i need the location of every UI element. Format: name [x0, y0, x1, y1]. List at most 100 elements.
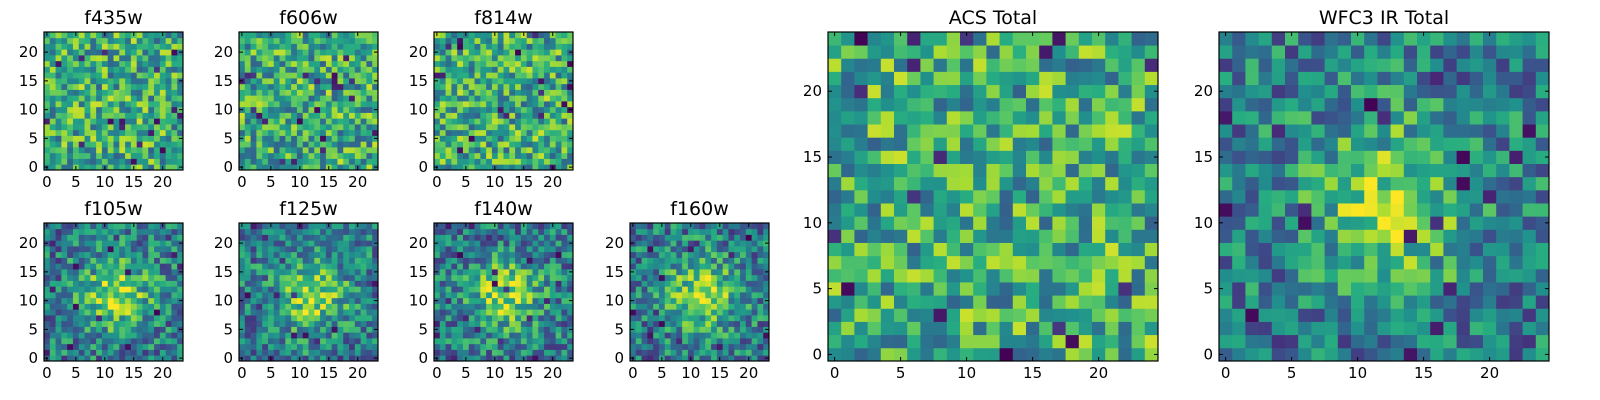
heatmap-cell — [526, 152, 533, 159]
heatmap-cell — [262, 240, 269, 247]
heatmap-cell — [1509, 347, 1523, 362]
heatmap-cell — [693, 326, 700, 333]
heatmap-cell — [1026, 255, 1040, 270]
heatmap-cell — [360, 152, 367, 159]
heatmap-cell — [90, 49, 97, 56]
heatmap-cell — [711, 338, 718, 345]
heatmap-cell — [491, 240, 499, 247]
heatmap-cell — [372, 286, 379, 293]
heatmap-cell — [372, 124, 379, 131]
heatmap-cell — [343, 164, 350, 171]
heatmap-cell — [372, 152, 379, 159]
heatmap-cell — [757, 223, 764, 230]
heatmap-cell — [308, 292, 315, 299]
heatmap-cell — [555, 72, 562, 79]
heatmap-cell — [148, 303, 155, 310]
heatmap-cell — [497, 147, 504, 154]
heatmap-cell — [267, 158, 275, 165]
heatmap-cell — [1535, 334, 1550, 349]
heatmap-cell — [96, 343, 103, 350]
heatmap-cell — [474, 141, 481, 148]
heatmap-cell — [55, 118, 62, 125]
heatmap-cell — [107, 263, 114, 270]
heatmap-cell — [320, 152, 327, 159]
heatmap-cell — [676, 355, 683, 362]
heatmap-cell — [159, 349, 167, 356]
heatmap-cell — [72, 118, 80, 125]
heatmap-cell — [867, 150, 882, 164]
heatmap-cell — [434, 315, 441, 322]
heatmap-cell — [72, 66, 80, 73]
heatmap-cell — [561, 320, 568, 327]
heatmap-cell — [740, 320, 747, 327]
heatmap-cell — [84, 286, 91, 293]
heatmap-cell — [503, 234, 510, 241]
y-tick-label: 15 — [409, 263, 428, 281]
heatmap-cell — [354, 309, 362, 316]
heatmap-cell — [96, 95, 103, 102]
heatmap-cell — [462, 152, 470, 159]
heatmap-cell — [262, 234, 269, 241]
heatmap-cell — [125, 49, 132, 56]
heatmap-cell — [509, 343, 516, 350]
heatmap-cell — [434, 112, 441, 119]
heatmap-cell — [468, 49, 475, 56]
heatmap-cell — [434, 118, 441, 125]
heatmap-cell — [468, 240, 475, 247]
heatmap-cell — [154, 78, 161, 85]
heatmap-cell — [751, 240, 758, 247]
heatmap-cell — [670, 269, 677, 276]
heatmap-cell — [1105, 295, 1119, 309]
heatmap-cell — [61, 292, 68, 299]
heatmap-cell — [497, 124, 504, 131]
heatmap-cell — [1026, 58, 1040, 72]
heatmap-cell — [1039, 150, 1053, 164]
heatmap-cell — [1092, 137, 1106, 151]
heatmap-cell — [125, 234, 132, 241]
heatmap-cell — [90, 83, 97, 90]
heatmap-cell — [130, 37, 138, 44]
heatmap-cell — [337, 234, 344, 241]
heatmap-cell — [148, 147, 155, 154]
heatmap-cell — [920, 295, 934, 309]
heatmap-cell — [880, 32, 895, 46]
heatmap-cell — [78, 315, 85, 322]
heatmap-cell — [142, 315, 149, 322]
heatmap-cell — [296, 147, 304, 154]
heatmap-cell — [244, 60, 251, 67]
heatmap-cell — [664, 223, 671, 230]
heatmap-cell — [960, 150, 974, 164]
heatmap-cell — [159, 332, 167, 339]
heatmap-cell — [894, 308, 908, 322]
heatmap-cell — [647, 343, 654, 350]
heatmap-cell — [549, 118, 557, 125]
heatmap-cell — [728, 269, 735, 276]
heatmap-cell — [439, 263, 446, 270]
heatmap-cell — [544, 43, 551, 50]
heatmap-cell — [67, 129, 74, 136]
heatmap-cell — [538, 280, 545, 287]
heatmap-cell — [635, 257, 642, 264]
heatmap-cell — [154, 106, 161, 113]
heatmap-cell — [439, 147, 446, 154]
heatmap-cell — [480, 338, 487, 345]
heatmap-cell — [250, 164, 257, 171]
heatmap-cell — [828, 110, 842, 125]
heatmap-cell — [101, 309, 109, 316]
heatmap-cell — [549, 274, 557, 281]
heatmap-cell — [1131, 163, 1146, 178]
heatmap-cell — [125, 101, 132, 108]
heatmap-cell — [434, 158, 441, 165]
heatmap-cell — [641, 263, 648, 270]
heatmap-cell — [670, 223, 677, 230]
heatmap-cell — [366, 355, 373, 362]
heatmap-cell — [113, 286, 120, 293]
heatmap-cell — [439, 280, 446, 287]
heatmap-cell — [664, 228, 671, 235]
heatmap-cell — [142, 263, 149, 270]
heatmap-cell — [279, 83, 286, 90]
heatmap-cell — [314, 129, 321, 136]
heatmap-cell — [734, 286, 741, 293]
heatmap-cell — [468, 164, 475, 171]
heatmap-cell — [354, 234, 362, 241]
